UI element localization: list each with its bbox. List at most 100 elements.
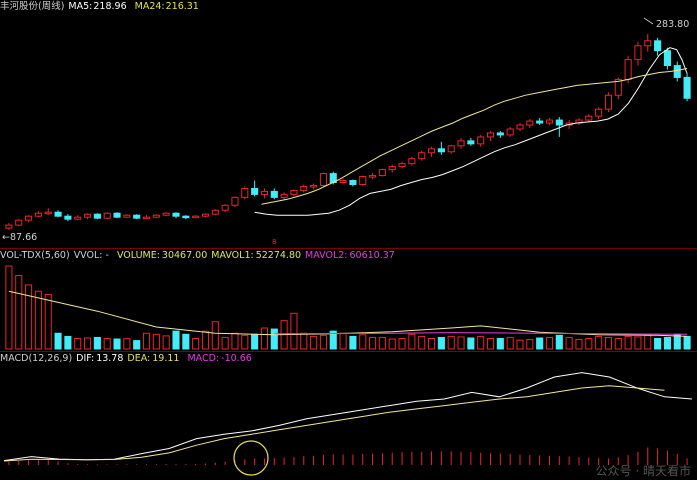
candle bbox=[496, 130, 504, 138]
candle-body bbox=[516, 124, 524, 130]
candle-body bbox=[15, 219, 23, 226]
candle bbox=[388, 164, 396, 173]
candle bbox=[83, 213, 92, 220]
candle bbox=[339, 178, 347, 185]
candle-body bbox=[280, 193, 288, 198]
candle-body bbox=[310, 184, 318, 188]
mavol1-value: 52274.80 bbox=[255, 250, 302, 261]
candle-body bbox=[359, 176, 367, 185]
candle bbox=[192, 215, 200, 219]
volume-label: VOLUME: bbox=[116, 250, 160, 261]
candle-body bbox=[319, 173, 327, 186]
candle-body bbox=[437, 148, 445, 153]
candle-body bbox=[83, 213, 92, 218]
volume-bar bbox=[34, 290, 42, 350]
candle bbox=[634, 41, 642, 66]
volume-bar bbox=[25, 284, 33, 350]
candle-body bbox=[103, 212, 111, 219]
volume-bar bbox=[359, 334, 367, 350]
candle-body bbox=[241, 187, 249, 198]
volume-bar bbox=[54, 332, 62, 350]
candle bbox=[280, 192, 288, 201]
dea-value: 19.11 bbox=[152, 353, 180, 364]
dif-line bbox=[3, 372, 693, 462]
candle bbox=[251, 180, 259, 197]
candle-body bbox=[388, 166, 396, 171]
candle bbox=[683, 73, 691, 102]
candle bbox=[44, 208, 52, 216]
candle-body bbox=[211, 209, 219, 215]
volume-bar bbox=[595, 335, 603, 350]
candle-body bbox=[447, 145, 455, 153]
volume-bar bbox=[142, 332, 151, 350]
volume-bar bbox=[457, 336, 465, 350]
candle bbox=[162, 212, 170, 217]
volume-bar bbox=[15, 275, 23, 350]
candle bbox=[663, 47, 671, 70]
candle-body bbox=[172, 212, 180, 217]
volume-bar bbox=[585, 338, 593, 350]
low-price-label: ←87.66 bbox=[2, 232, 37, 243]
volume-bar bbox=[201, 330, 210, 350]
candle-body bbox=[467, 140, 475, 145]
volume-bar bbox=[506, 336, 514, 350]
low-value: 87.66 bbox=[10, 232, 37, 243]
volume-bar bbox=[231, 332, 239, 350]
candle-body bbox=[231, 196, 239, 206]
volume-bar bbox=[103, 338, 111, 350]
volume-bar bbox=[486, 338, 495, 350]
candle bbox=[516, 123, 524, 131]
candle-body bbox=[526, 120, 534, 126]
candle bbox=[536, 118, 544, 126]
volume-bar bbox=[123, 338, 131, 350]
mavol1-line bbox=[8, 290, 688, 337]
high-marker-line bbox=[643, 17, 654, 25]
ma5-value: 218.96 bbox=[93, 1, 127, 12]
candle-body bbox=[634, 45, 642, 61]
volume-bar bbox=[211, 321, 219, 350]
macd-indicator: MACD(12,26,9) bbox=[0, 353, 73, 364]
ma24-label: MA24: bbox=[134, 1, 165, 12]
candle-body bbox=[595, 108, 603, 117]
volume-bar bbox=[654, 338, 662, 350]
volume-bar bbox=[319, 334, 327, 350]
candle-body bbox=[221, 204, 229, 211]
candle-body bbox=[34, 212, 42, 217]
mavol2-line bbox=[274, 332, 688, 335]
volume-bar bbox=[270, 328, 278, 350]
candle bbox=[300, 184, 308, 193]
volume-bar bbox=[614, 338, 622, 350]
volume-bar bbox=[83, 337, 92, 350]
candle bbox=[359, 175, 367, 186]
candle-body bbox=[54, 211, 62, 217]
candle bbox=[133, 214, 141, 220]
watermark: 公众号 · 晴天看市 bbox=[595, 464, 691, 478]
candle-body bbox=[614, 78, 622, 96]
candle-body bbox=[74, 216, 82, 220]
candle-body bbox=[683, 76, 691, 99]
volume-bar bbox=[467, 337, 475, 350]
candle bbox=[142, 215, 151, 220]
candle bbox=[221, 204, 229, 213]
volume-value: 30467.00 bbox=[161, 250, 208, 261]
candle bbox=[182, 215, 190, 220]
macd-header: MACD(12,26,9) DIF: 13.78 DEA: 19.11 MACD… bbox=[0, 352, 252, 366]
candle-body bbox=[152, 214, 160, 218]
candle bbox=[113, 212, 121, 219]
candle-body bbox=[162, 212, 170, 216]
volume-bar bbox=[496, 338, 504, 350]
dif-label: DIF: bbox=[76, 353, 95, 364]
ma24-line bbox=[261, 68, 688, 205]
volume-bar bbox=[133, 340, 141, 350]
mavol2-label: MAVOL2: bbox=[305, 250, 348, 261]
candle bbox=[585, 114, 593, 123]
candle bbox=[486, 130, 495, 141]
candle-body bbox=[398, 163, 406, 168]
candle bbox=[398, 161, 406, 169]
volume-bar bbox=[604, 336, 613, 350]
candle bbox=[290, 189, 298, 197]
candle bbox=[378, 168, 386, 177]
candle bbox=[595, 107, 603, 120]
volume-bar bbox=[555, 334, 563, 350]
dea-line bbox=[3, 385, 665, 462]
